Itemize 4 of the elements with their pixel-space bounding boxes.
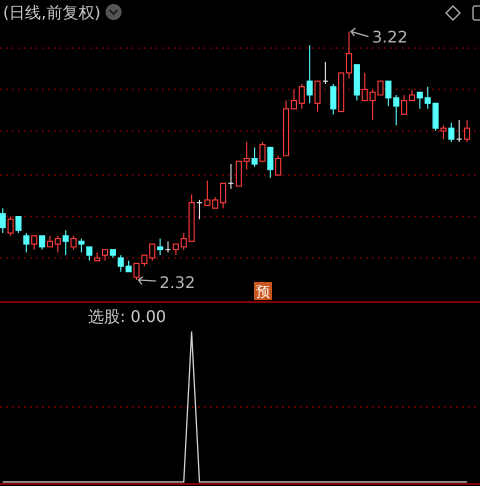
chart-title: (日线,前复权) — [3, 3, 101, 22]
annotation: 2.32 — [160, 273, 196, 292]
chart-title: 选股: 0.00 — [88, 307, 166, 326]
annotation: 3.22 — [372, 28, 408, 46]
